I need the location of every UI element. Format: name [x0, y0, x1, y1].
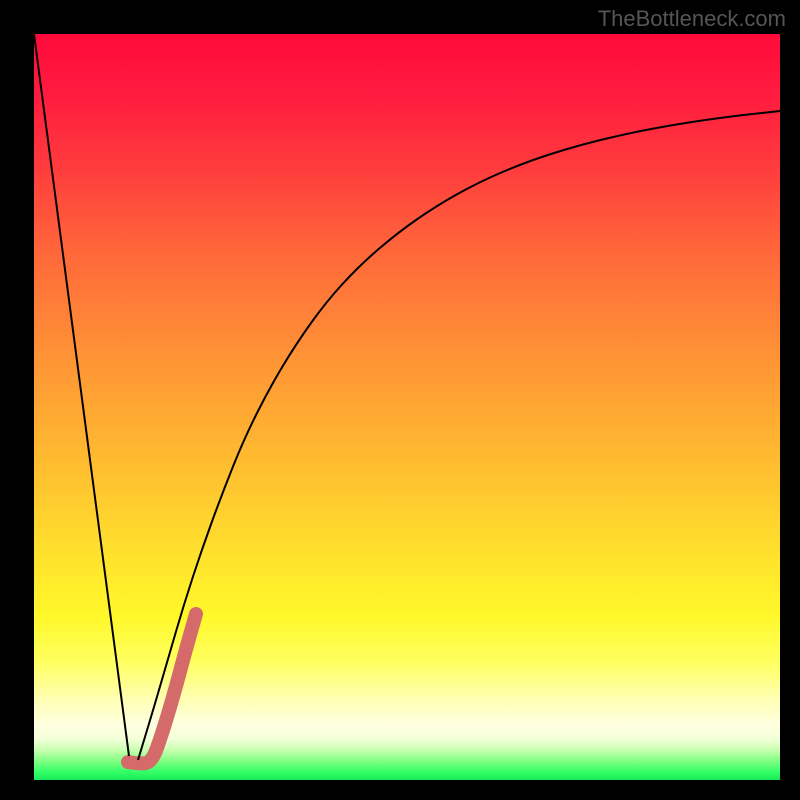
- chart-container: TheBottleneck.com: [0, 0, 800, 800]
- watermark-text: TheBottleneck.com: [598, 6, 786, 32]
- plot-area: [34, 34, 780, 780]
- highlight-segment: [128, 614, 196, 763]
- curve-overlay: [34, 34, 780, 780]
- right-ascending-curve: [138, 111, 780, 760]
- left-descending-line: [34, 34, 129, 756]
